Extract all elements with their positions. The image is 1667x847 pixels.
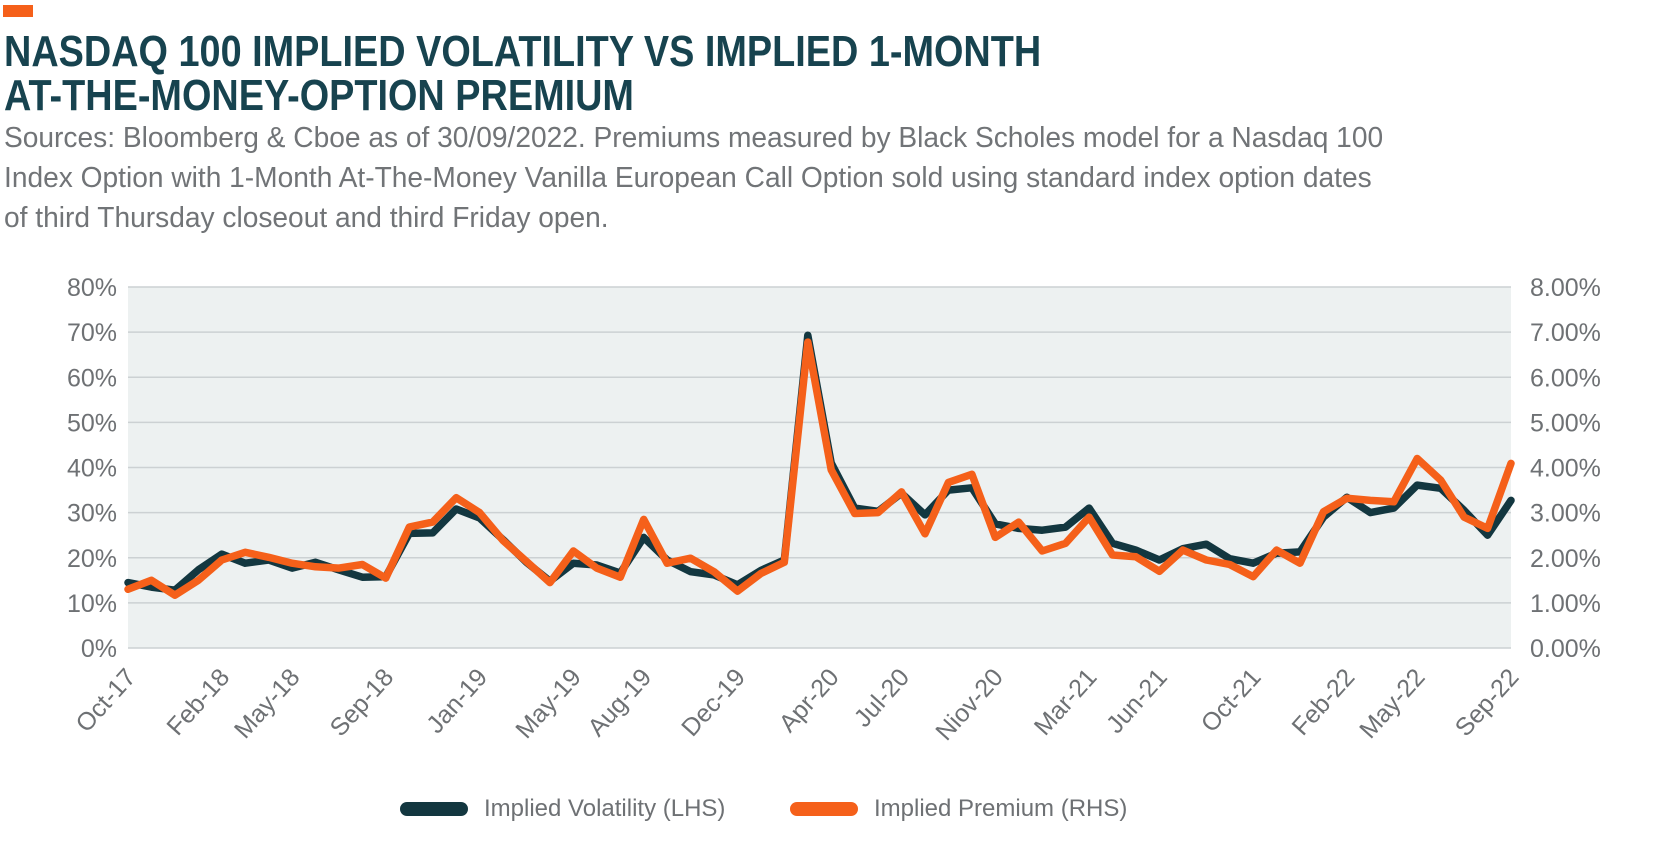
y-axis-right-label: 0.00% bbox=[1530, 635, 1601, 663]
page-title: NASDAQ 100 IMPLIED VOLATILITY VS IMPLIED… bbox=[4, 30, 1397, 118]
x-axis-label: Aug-19 bbox=[582, 663, 657, 742]
implied-volatility-swatch bbox=[400, 802, 468, 816]
legend-item-implied-premium: Implied Premium (RHS) bbox=[790, 795, 1127, 823]
y-axis-left-label: 40% bbox=[67, 455, 117, 483]
x-axis-label: Jun-21 bbox=[1101, 663, 1173, 739]
page-title-line1: NASDAQ 100 IMPLIED VOLATILITY VS IMPLIED… bbox=[4, 27, 1042, 76]
y-axis-right-label: 1.00% bbox=[1530, 590, 1601, 618]
y-axis-right-label: 6.00% bbox=[1530, 364, 1601, 392]
x-axis-label: Mar-21 bbox=[1029, 663, 1103, 741]
x-axis-label: Jul-20 bbox=[849, 663, 915, 732]
x-axis-label: Sep-22 bbox=[1450, 663, 1525, 742]
x-axis-label: Feb-18 bbox=[161, 663, 235, 741]
x-axis-label: Niov-20 bbox=[930, 663, 1008, 746]
page-title-line2: AT-THE-MONEY-OPTION PREMIUM bbox=[4, 71, 634, 120]
y-axis-left-label: 30% bbox=[67, 500, 117, 528]
x-axis-label: May-22 bbox=[1354, 663, 1431, 744]
y-axis-left-label: 20% bbox=[67, 545, 117, 573]
y-axis-left-label: 0% bbox=[81, 635, 117, 663]
y-axis-right-label: 2.00% bbox=[1530, 545, 1601, 573]
implied-premium-swatch bbox=[790, 802, 858, 816]
x-axis-label: Feb-22 bbox=[1287, 663, 1361, 741]
chart-legend: Implied Volatility (LHS) Implied Premium… bbox=[0, 795, 1667, 835]
chart-sources: Sources: Bloomberg & Cboe as of 30/09/20… bbox=[4, 118, 1595, 238]
legend-item-implied-volatility: Implied Volatility (LHS) bbox=[400, 795, 725, 823]
legend-label: Implied Volatility (LHS) bbox=[484, 795, 726, 822]
y-axis-left-label: 60% bbox=[67, 364, 117, 392]
legend-label: Implied Premium (RHS) bbox=[874, 795, 1128, 822]
source-line: of third Thursday closeout and third Fri… bbox=[4, 202, 609, 234]
y-axis-left-label: 80% bbox=[67, 274, 117, 302]
x-axis-label: Sep-18 bbox=[325, 663, 400, 742]
x-axis-label: Jan-19 bbox=[421, 663, 493, 739]
y-axis-left-label: 10% bbox=[67, 590, 117, 618]
x-axis-label: Oct-17 bbox=[70, 663, 141, 737]
source-line: Sources: Bloomberg & Cboe as of 30/09/20… bbox=[4, 122, 1384, 154]
y-axis-right-label: 3.00% bbox=[1530, 500, 1601, 528]
x-axis-label: Oct-21 bbox=[1196, 663, 1267, 737]
y-axis-right-label: 5.00% bbox=[1530, 409, 1601, 437]
x-axis-label: Apr-20 bbox=[774, 663, 845, 738]
y-axis-right-label: 8.00% bbox=[1530, 274, 1601, 302]
source-line: Index Option with 1-Month At-The-Money V… bbox=[4, 162, 1372, 194]
implied-premium-line bbox=[124, 338, 1515, 599]
y-axis-right-label: 4.00% bbox=[1530, 455, 1601, 483]
y-axis-left-label: 50% bbox=[67, 409, 117, 437]
x-axis-label: May-19 bbox=[510, 663, 587, 744]
x-axis-label: Dec-19 bbox=[676, 663, 751, 742]
y-axis-right-label: 7.00% bbox=[1530, 319, 1601, 347]
y-axis-left-label: 70% bbox=[67, 319, 117, 347]
x-axis-label: May-18 bbox=[229, 663, 306, 744]
brand-mark bbox=[3, 5, 33, 17]
